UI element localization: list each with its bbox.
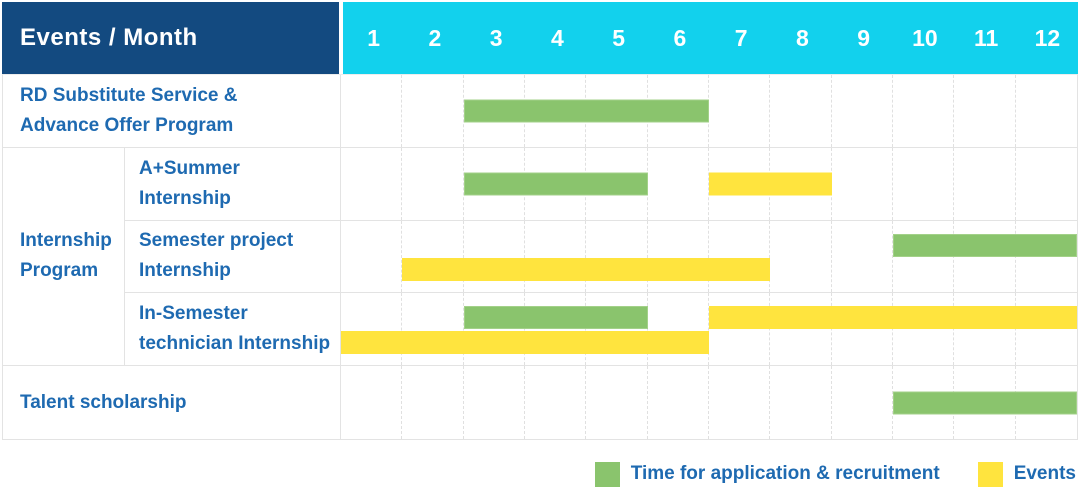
month-gridlines [341,75,1077,147]
month-gridline-6 [648,220,709,293]
month-header-5: 5 [612,24,626,51]
month-gridline-9 [832,366,893,439]
month-gridline-9 [832,75,893,147]
month-gridline-5 [586,366,648,439]
row-chart [341,293,1077,367]
gantt-bar-events [341,331,709,355]
legend-item-events: Events [977,461,1076,487]
month-gridline-2 [402,366,464,439]
row-chart [341,147,1077,221]
row-label: In-Semester technician Internship [125,293,341,367]
table-header-row: Events / Month 1 2 3 4 5 6 7 8 9 10 11 12 [2,2,1078,74]
month-gridline-12 [1016,148,1077,220]
month-gridline-12 [1016,75,1077,147]
month-header-7: 7 [734,24,748,51]
gantt-body: RD Substitute Service & Advance Offer Pr… [2,74,1078,440]
gantt-bar-application [893,233,1077,257]
month-gridline-6 [648,366,709,439]
row-chart [341,220,1077,294]
month-gridline-2 [402,293,464,366]
legend-swatch-events [977,461,1003,487]
month-gridline-1 [341,366,403,439]
gantt-bar-events [709,306,1077,330]
month-header-3: 3 [489,24,503,51]
legend: Time for application & recruitment Events [2,454,1078,494]
month-gridline-2 [402,147,464,220]
month-gridline-3 [464,220,525,293]
month-gridline-9 [832,220,893,293]
month-gridline-8 [770,220,832,293]
month-header-row: 1 2 3 4 5 6 7 8 9 10 11 12 [343,2,1078,74]
month-gridline-1 [341,147,403,220]
month-gridline-7 [709,220,771,293]
gantt-bar-application [463,99,709,123]
row-chart [341,366,1077,439]
legend-swatch-application [594,461,620,487]
month-gridline-6 [648,147,709,220]
legend-label-events: Events [1013,463,1076,484]
legend-item-application: Time for application & recruitment [594,461,940,487]
month-header-9: 9 [857,24,871,51]
month-gridline-11 [954,75,1016,147]
gantt-bar-events [709,172,832,196]
row-label: Semester project Internship [125,220,341,294]
month-header-10: 10 [912,24,938,51]
month-header-1: 1 [367,24,381,51]
row-label: RD Substitute Service & Advance Offer Pr… [3,75,341,148]
month-gridline-1 [341,75,403,147]
month-header-11: 11 [973,24,999,51]
month-gridline-2 [402,75,464,147]
row-label: A+Summer Internship [125,147,341,221]
month-gridline-8 [770,366,832,439]
month-gridline-3 [464,366,525,439]
gantt-bar-events [402,258,771,282]
gantt-bar-application [463,172,648,196]
month-gridline-4 [525,220,587,293]
events-month-header: Events / Month [2,2,339,74]
row-label: Talent scholarship [3,366,341,439]
legend-label-application: Time for application & recruitment [630,463,940,484]
month-gridline-7 [709,366,771,439]
month-gridline-9 [832,147,893,220]
month-header-8: 8 [795,24,809,51]
month-gridline-10 [893,75,955,147]
month-gridline-2 [402,220,464,293]
month-header-6: 6 [673,24,687,51]
group-label-internship-program: Internship Program [3,147,125,367]
month-gridline-1 [341,293,403,366]
month-gridline-6 [648,293,709,366]
gantt-bar-application [893,391,1077,415]
month-gridline-1 [341,220,403,293]
month-gridline-8 [770,75,832,147]
gantt-bar-application [463,306,648,330]
month-gridline-10 [893,147,955,220]
month-gridline-4 [525,366,587,439]
row-chart [341,75,1077,148]
month-gridline-7 [709,75,771,147]
month-header-4: 4 [550,24,564,51]
month-gridline-5 [586,220,648,293]
month-gridline-11 [954,147,1016,220]
month-header-12: 12 [1034,24,1061,51]
month-header-2: 2 [428,24,442,51]
